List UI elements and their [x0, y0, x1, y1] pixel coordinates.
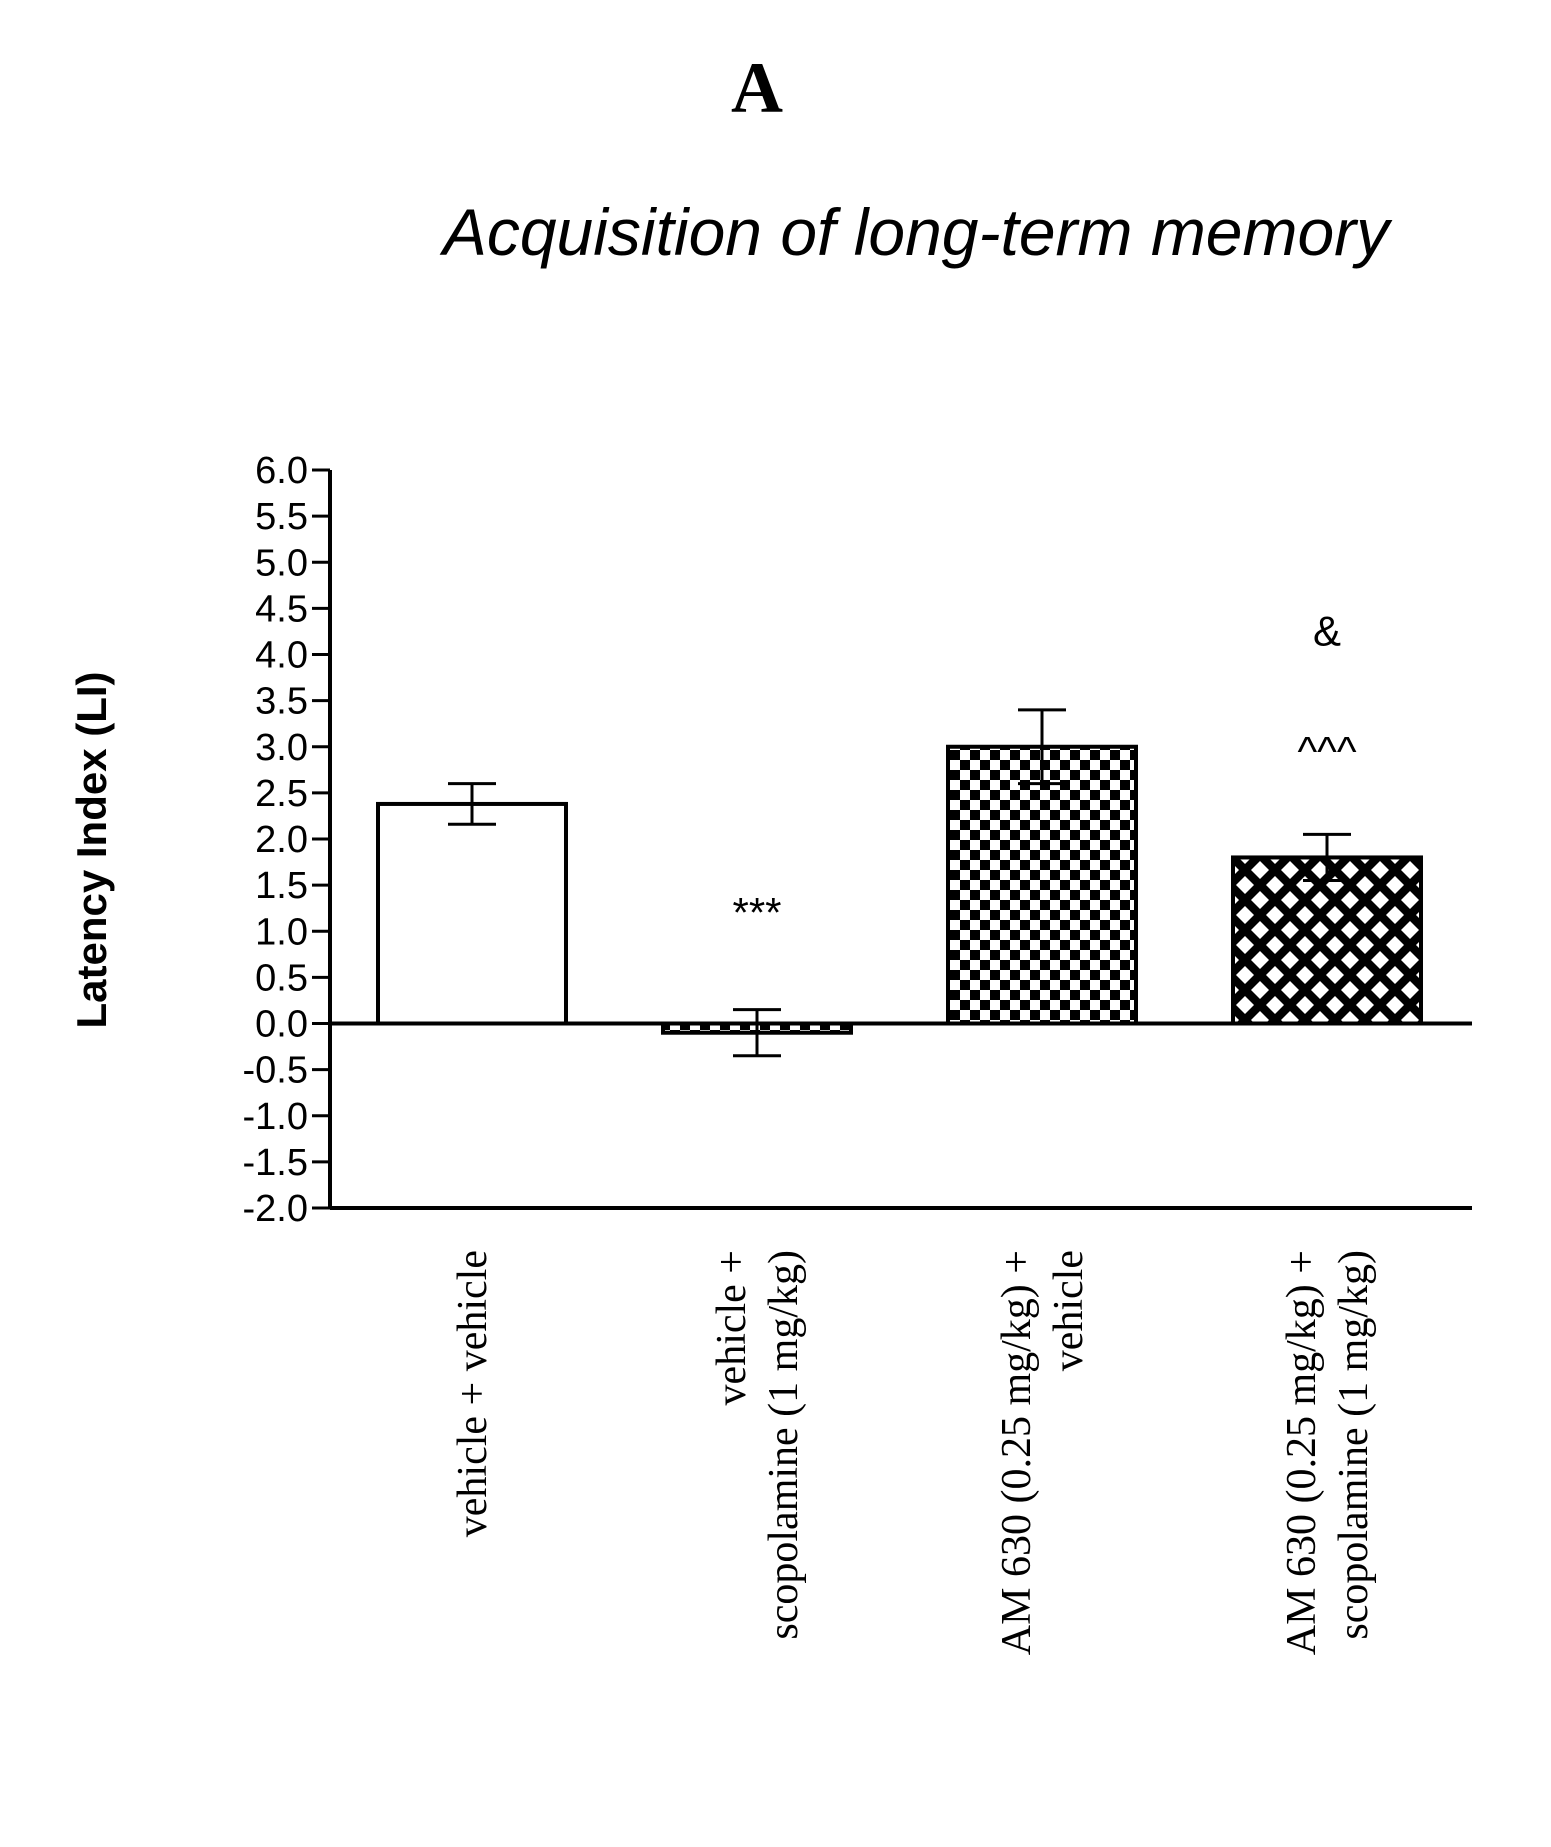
- error-bars: [448, 708, 1351, 1058]
- category-label: AM 630 (0.25 mg/kg) +: [994, 1250, 1040, 1655]
- category-label: scopolamine (1 mg/kg): [1331, 1250, 1377, 1640]
- y-tick-label: 3.0: [255, 727, 308, 769]
- category-label: vehicle + vehicle: [450, 1250, 496, 1537]
- y-tick-label: 4.0: [255, 635, 308, 677]
- chart-title: Acquisition of long-term memory: [439, 195, 1393, 269]
- y-tick-label: 1.0: [255, 911, 308, 953]
- bar: [1231, 855, 1423, 1026]
- category-labels: vehicle + vehicle vehicle + scopolamine (1…: [450, 1250, 1377, 1655]
- y-tick-label: 2.5: [255, 773, 308, 815]
- category-label: scopolamine (1 mg/kg): [761, 1250, 807, 1640]
- category-label: vehicle +: [709, 1250, 755, 1405]
- significance-marker: &: [1313, 607, 1341, 654]
- bar: [946, 744, 1138, 1026]
- y-tick-label: 3.5: [255, 681, 308, 723]
- y-tick-label: 0.0: [255, 1004, 308, 1046]
- significance-marker: ***: [732, 889, 781, 936]
- y-tick-label: 5.5: [255, 496, 308, 538]
- y-tick-label: 1.5: [255, 865, 308, 907]
- significance-marker: ^^^: [1297, 727, 1356, 774]
- y-tick-label: 2.0: [255, 819, 308, 861]
- y-tick-label: 5.0: [255, 542, 308, 584]
- significance-annotations: *** ^^^ &: [732, 607, 1356, 935]
- y-tick-label: -0.5: [243, 1050, 308, 1092]
- y-tick-label: 4.5: [255, 588, 308, 630]
- bar: [376, 801, 568, 1026]
- category-label: vehicle: [1046, 1250, 1092, 1371]
- y-tick-label: -1.0: [243, 1096, 308, 1138]
- y-tick-label: -1.5: [243, 1142, 308, 1184]
- panel-label: A: [731, 48, 783, 128]
- y-tick-label: 6.0: [255, 450, 308, 492]
- y-tick-label: 0.5: [255, 957, 308, 999]
- y-tick-label: -2.0: [243, 1188, 308, 1230]
- y-axis-label: Latency Index (LI): [68, 671, 115, 1028]
- category-label: AM 630 (0.25 mg/kg) +: [1279, 1250, 1325, 1655]
- bars: [376, 744, 1423, 1035]
- axes: 6.05.55.04.54.03.53.02.52.01.51.00.50.0-…: [243, 450, 1472, 1230]
